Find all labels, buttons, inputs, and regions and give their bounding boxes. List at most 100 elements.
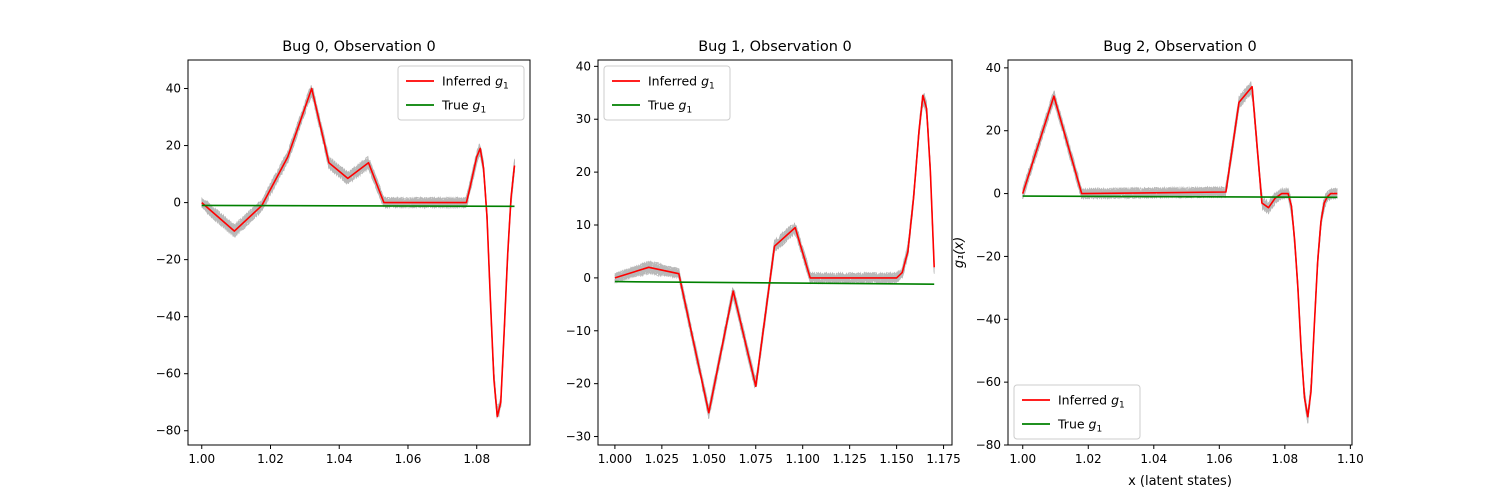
x-tick-label: 1.08	[463, 452, 490, 466]
sample-line	[201, 90, 515, 416]
sample-line	[201, 89, 515, 414]
sample-line	[201, 92, 515, 415]
x-tick-label: 1.10	[1337, 452, 1364, 466]
sample-line	[1022, 88, 1338, 422]
legend-inferred-label: Inferred g1	[648, 74, 715, 92]
sample-line	[201, 90, 515, 406]
sample-line	[614, 94, 935, 414]
sample-line	[614, 101, 935, 414]
sample-line	[614, 96, 935, 413]
panel-bug-1: 1.000 1.025 1.050 1.075 1.100 1.125 1.150 1.175…	[566, 39, 961, 466]
sample-line	[1022, 88, 1338, 424]
panel-bug-2: 1.00 1.02 1.04 1.06 1.08 1.10 −80 −60 −40 −20 0 20 4…	[952, 39, 1364, 489]
legend-true-label: True g1	[1057, 417, 1102, 435]
x-tick-label: 1.025	[645, 452, 679, 466]
plot-area	[201, 85, 516, 419]
posterior-samples	[614, 92, 935, 419]
sample-line	[614, 95, 935, 415]
x-tick-label: 1.050	[692, 452, 726, 466]
y-tick-label: −60	[156, 367, 181, 381]
plot-area	[1021, 80, 1338, 424]
sample-line	[201, 93, 515, 413]
sample-line	[614, 96, 935, 418]
x-tick-label: 1.06	[1206, 452, 1233, 466]
inferred-g1-line	[1021, 85, 1338, 418]
sample-line	[1022, 84, 1338, 421]
sample-line	[201, 88, 515, 412]
sample-line	[201, 88, 515, 417]
y-tick-label: 0	[173, 196, 181, 210]
sample-line	[201, 88, 515, 412]
x-tick-label: 1.150	[879, 452, 913, 466]
y-tick-label: 40	[166, 82, 181, 96]
sample-line	[1022, 87, 1338, 417]
sample-line	[201, 88, 515, 409]
sample-line	[614, 96, 935, 416]
y-tick-label: −40	[156, 310, 181, 324]
y-tick-label: −60	[976, 375, 1001, 389]
legend-box	[397, 65, 525, 121]
sample-line	[614, 100, 935, 419]
y-tick-label: 40	[986, 61, 1001, 75]
sample-line	[1022, 84, 1338, 413]
legend-true-label: True g1	[441, 98, 486, 116]
sample-line	[614, 97, 935, 419]
sample-line	[1022, 84, 1338, 419]
y-tick-label: −40	[976, 312, 1001, 326]
sample-line	[1022, 89, 1338, 414]
sample-line	[614, 101, 935, 414]
axes-frame	[187, 59, 531, 446]
sample-line	[201, 92, 515, 416]
x-tick-label: 1.08	[1271, 452, 1298, 466]
inferred-g1-line	[614, 94, 935, 414]
sample-line	[614, 96, 935, 417]
x-tick-label: 1.125	[832, 452, 866, 466]
y-tick-label: 30	[576, 112, 591, 126]
y-tick-label: 0	[993, 187, 1001, 201]
sample-line	[1022, 85, 1338, 412]
sample-line	[614, 98, 935, 412]
y-tick-label: −20	[156, 253, 181, 267]
x-tick-label: 1.00	[1009, 452, 1036, 466]
sample-line	[1022, 85, 1338, 417]
axes-frame	[597, 59, 953, 446]
axes-frame	[1007, 59, 1353, 446]
sample-line	[614, 99, 935, 417]
sample-line	[614, 96, 935, 416]
posterior-samples	[201, 85, 515, 419]
sample-line	[201, 87, 515, 411]
chart-title: Bug 0, Observation 0	[282, 39, 436, 55]
sample-line	[1022, 85, 1338, 424]
x-tick-label: 1.06	[395, 452, 422, 466]
x-axis-label: x (latent states)	[1128, 474, 1232, 489]
sample-line	[614, 95, 935, 419]
sample-line	[201, 89, 515, 413]
y-tick-label: −10	[566, 324, 591, 338]
sample-line	[201, 86, 515, 412]
sample-line	[614, 97, 935, 419]
y-tick-label: 40	[576, 59, 591, 73]
legend: Inferred g1 True g1	[1013, 384, 1141, 440]
legend: Inferred g1 True g1	[603, 65, 731, 121]
sample-line	[1022, 90, 1338, 424]
true-g1-line	[614, 280, 935, 285]
sample-line	[201, 87, 515, 418]
sample-line	[201, 87, 515, 416]
y-tick-label: 20	[166, 139, 181, 153]
x-tick-label: 1.000	[598, 452, 632, 466]
sample-line	[201, 87, 515, 416]
legend: Inferred g1 True g1	[397, 65, 525, 121]
sample-line	[201, 94, 515, 416]
y-axis-label: g₁(x)	[952, 237, 967, 268]
y-tick-label: −80	[976, 438, 1001, 452]
y-tick-label: 10	[576, 218, 591, 232]
sample-line	[201, 90, 515, 414]
x-tick-label: 1.04	[1140, 452, 1167, 466]
sample-line	[1022, 84, 1338, 416]
y-tick-label: 20	[986, 124, 1001, 138]
sample-line	[1022, 86, 1338, 416]
sample-line	[1022, 85, 1338, 419]
sample-line	[614, 100, 935, 413]
sample-line	[614, 95, 935, 416]
